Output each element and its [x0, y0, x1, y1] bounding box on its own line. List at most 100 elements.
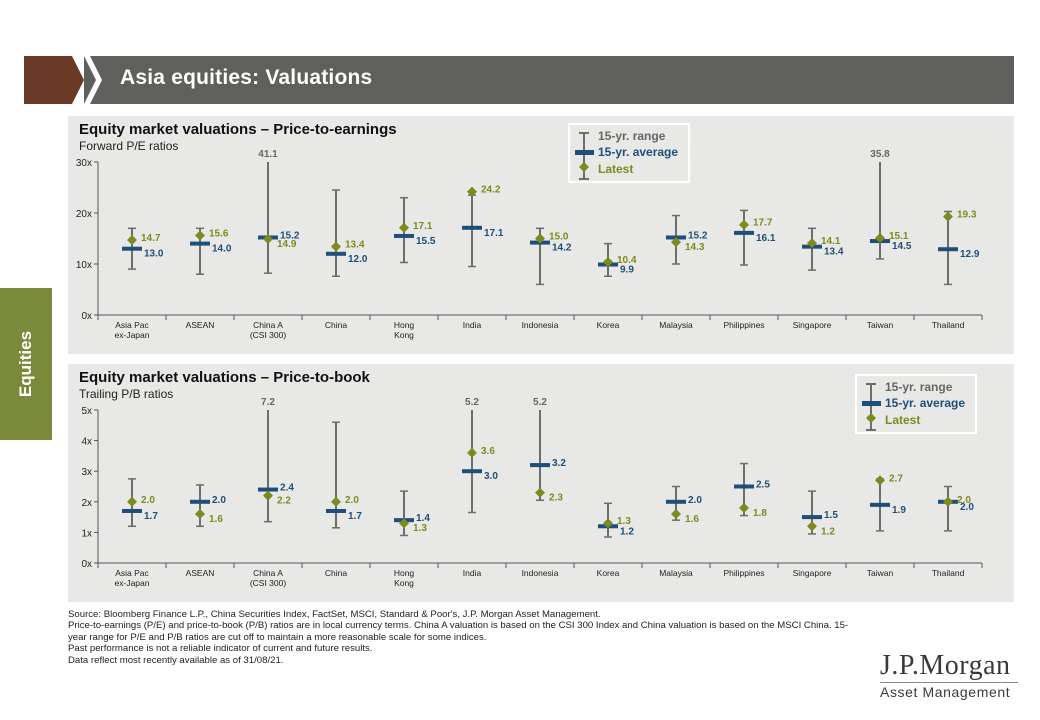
pb-y-tick-label: 4x [81, 437, 92, 448]
pe-latest-marker [331, 241, 341, 252]
pb-legend-range: 15-yr. range [885, 380, 953, 394]
pb-average-label: 2.0 [212, 495, 226, 506]
pb-latest-label: 2.3 [549, 493, 563, 504]
pe-latest-label: 13.4 [345, 240, 365, 251]
pe-y-tick-label: 20x [76, 209, 92, 220]
pb-average-marker [734, 484, 754, 489]
pb-category-label: Korea [597, 568, 620, 578]
pb-capped-max-label: 7.2 [261, 397, 275, 408]
pe-average-label: 14.2 [552, 243, 572, 254]
header-chevron [84, 56, 102, 104]
pb-latest-marker [127, 496, 137, 507]
pb-average-marker [530, 463, 550, 468]
pb-average-marker [462, 469, 482, 474]
pe-average-marker [190, 241, 210, 246]
pe-category-label: Korea [597, 320, 620, 330]
pb-average-label: 1.7 [348, 511, 362, 522]
pe-latest-marker [603, 256, 613, 267]
pb-category-label: Kong [394, 578, 414, 588]
pe-average-marker [394, 233, 414, 238]
pe-chart-title: Equity market valuations – Price-to-earn… [79, 121, 397, 138]
pe-latest-label: 15.6 [209, 228, 229, 239]
pe-latest-label: 24.2 [481, 185, 501, 196]
pe-category-label: Kong [394, 330, 414, 340]
pb-average-marker [326, 508, 346, 513]
pb-latest-label: 2.7 [889, 473, 903, 484]
pe-y-tick-label: 0x [81, 311, 92, 322]
pb-category-label: China [325, 568, 347, 578]
pb-category-label: ASEAN [186, 568, 215, 578]
pe-y-tick-label: 30x [76, 158, 92, 169]
pe-average-marker [462, 225, 482, 230]
pb-average-label: 3.2 [552, 458, 566, 469]
pb-latest-marker [943, 496, 953, 507]
pe-y-tick-label: 10x [76, 260, 92, 271]
pe-latest-label: 14.1 [821, 236, 841, 247]
pb-y-tick-label: 0x [81, 559, 92, 570]
pe-average-marker [326, 251, 346, 256]
footnote-date: Data reflect most recently available as … [68, 654, 284, 666]
pe-chart-panel: 0x 10x 20x 30x 14.7 13.0 Asia Pac ex-Japan 15.6 1… [68, 116, 1014, 354]
pb-latest-label: 1.6 [209, 514, 223, 525]
footnote-disclaimer: Past performance is not a reliable indic… [68, 643, 373, 655]
pe-category-label: ex-Japan [115, 330, 150, 340]
pb-latest-marker [195, 509, 205, 520]
pb-chart-subtitle: Trailing P/B ratios [79, 387, 174, 401]
brand-logo-name: J.P.Morgan [880, 650, 1011, 681]
pe-average-label: 15.2 [688, 230, 708, 241]
pb-latest-label: 1.2 [821, 526, 835, 537]
pe-average-label: 15.2 [280, 230, 300, 241]
pe-capped-max-label: 41.1 [258, 149, 278, 160]
pe-latest-label: 15.1 [889, 231, 909, 242]
pe-average-label: 17.1 [484, 228, 504, 239]
pb-average-label: 1.7 [144, 511, 158, 522]
pb-latest-label: 2.0 [141, 495, 155, 506]
pb-latest-marker [739, 502, 749, 513]
pe-category-label: Taiwan [867, 320, 894, 330]
header-brown-arrow [24, 56, 84, 104]
pb-latest-label: 2.0 [957, 495, 971, 506]
pb-y-tick-label: 1x [81, 528, 92, 539]
pb-category-label: Indonesia [522, 568, 559, 578]
pb-average-label: 2.5 [756, 480, 770, 491]
pb-legend-average: 15-yr. average [885, 396, 966, 410]
section-tab-label: Equities [16, 330, 35, 398]
pe-latest-label: 10.4 [617, 255, 637, 266]
pb-y-tick-label: 2x [81, 498, 92, 509]
pb-capped-max-label: 5.2 [465, 397, 479, 408]
pe-latest-marker [807, 238, 817, 249]
pe-category-label: China [325, 320, 347, 330]
pe-latest-label: 17.1 [413, 221, 433, 232]
pb-category-label: (CSI 300) [250, 578, 287, 588]
pb-average-marker [666, 499, 686, 504]
pb-y-tick-label: 5x [81, 406, 92, 417]
pb-category-label: Philippines [723, 568, 764, 578]
pb-latest-label: 1.3 [413, 523, 427, 534]
section-tab [0, 288, 52, 440]
pb-category-label: Malaysia [659, 568, 693, 578]
pe-category-label: ASEAN [186, 320, 215, 330]
pb-category-label: Taiwan [867, 568, 894, 578]
pe-average-marker [734, 230, 754, 235]
pb-latest-marker [331, 496, 341, 507]
header-bar [84, 56, 1014, 104]
brand-logo-rule [880, 682, 1018, 683]
pb-latest-marker [399, 518, 409, 529]
pe-legend-average: 15-yr. average [598, 145, 679, 159]
pe-average-label: 9.9 [620, 265, 634, 276]
pb-chart-panel: 0x 1x 2x 3x 4x 5x 2.0 1.7 Asia Pac ex-Japan 1.6 2.0… [68, 364, 1014, 602]
pb-category-label: India [463, 568, 482, 578]
pb-latest-marker [807, 521, 817, 532]
pb-category-label: Hong [394, 568, 415, 578]
pe-latest-label: 14.9 [277, 239, 297, 250]
pe-latest-marker [535, 233, 545, 244]
pe-latest-label: 19.3 [957, 210, 977, 221]
pb-average-marker [122, 508, 142, 513]
pb-category-label: Asia Pac [115, 568, 149, 578]
pe-average-label: 13.0 [144, 249, 164, 260]
pe-latest-marker [127, 235, 137, 246]
pe-category-label: India [463, 320, 482, 330]
pb-average-label: 1.5 [824, 510, 838, 521]
